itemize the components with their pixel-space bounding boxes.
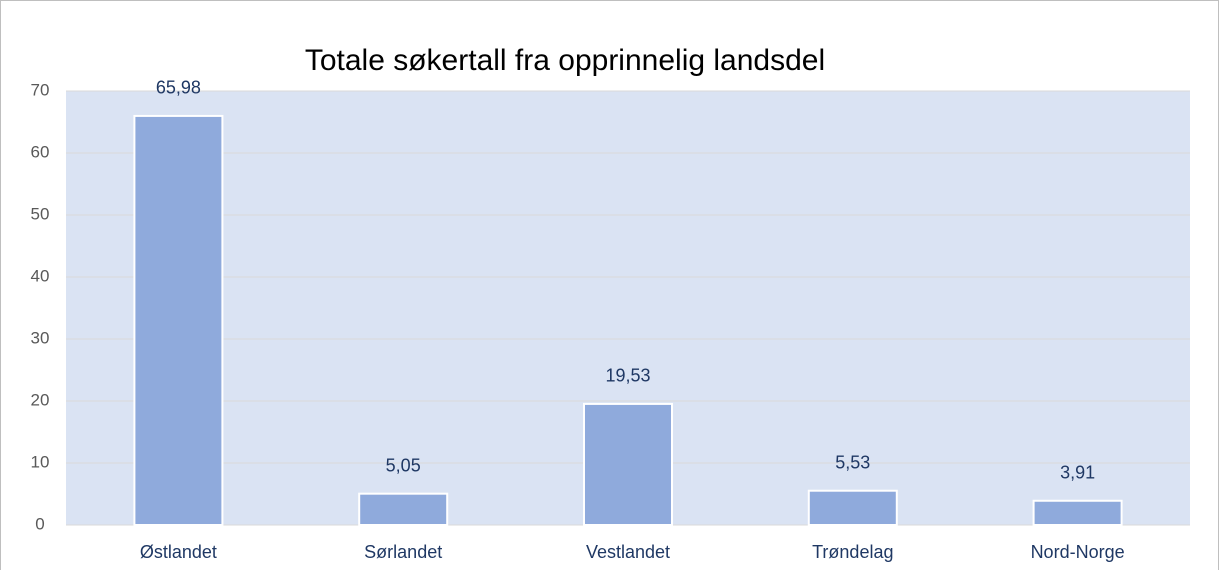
value-label: 65,98 (156, 78, 201, 98)
y-tick-label: 30 (31, 328, 50, 347)
x-tick-label: Østlandet (140, 542, 217, 562)
value-label: 19,53 (605, 366, 650, 386)
bar (807, 489, 898, 526)
bar (358, 492, 449, 527)
chart-title: Totale søkertall fra opprinnelig landsde… (305, 44, 825, 77)
y-tick-label: 50 (31, 204, 50, 223)
x-tick-label: Sørlandet (364, 542, 442, 562)
value-label: 5,05 (386, 455, 421, 475)
y-tick-label: 40 (31, 266, 50, 285)
value-label: 5,53 (835, 452, 870, 472)
bar (583, 402, 673, 526)
bar (1032, 499, 1123, 526)
y-tick-label: 10 (31, 452, 50, 471)
x-tick-label: Vestlandet (586, 542, 670, 562)
y-tick-label: 60 (31, 142, 50, 161)
x-tick-label: Nord-Norge (1031, 542, 1125, 562)
bar (133, 114, 224, 526)
x-tick-label: Trøndelag (812, 542, 893, 562)
y-tick-label: 0 (35, 514, 44, 533)
y-tick-label: 70 (31, 80, 50, 99)
y-tick-label: 20 (31, 390, 50, 409)
value-label: 3,91 (1060, 463, 1095, 483)
